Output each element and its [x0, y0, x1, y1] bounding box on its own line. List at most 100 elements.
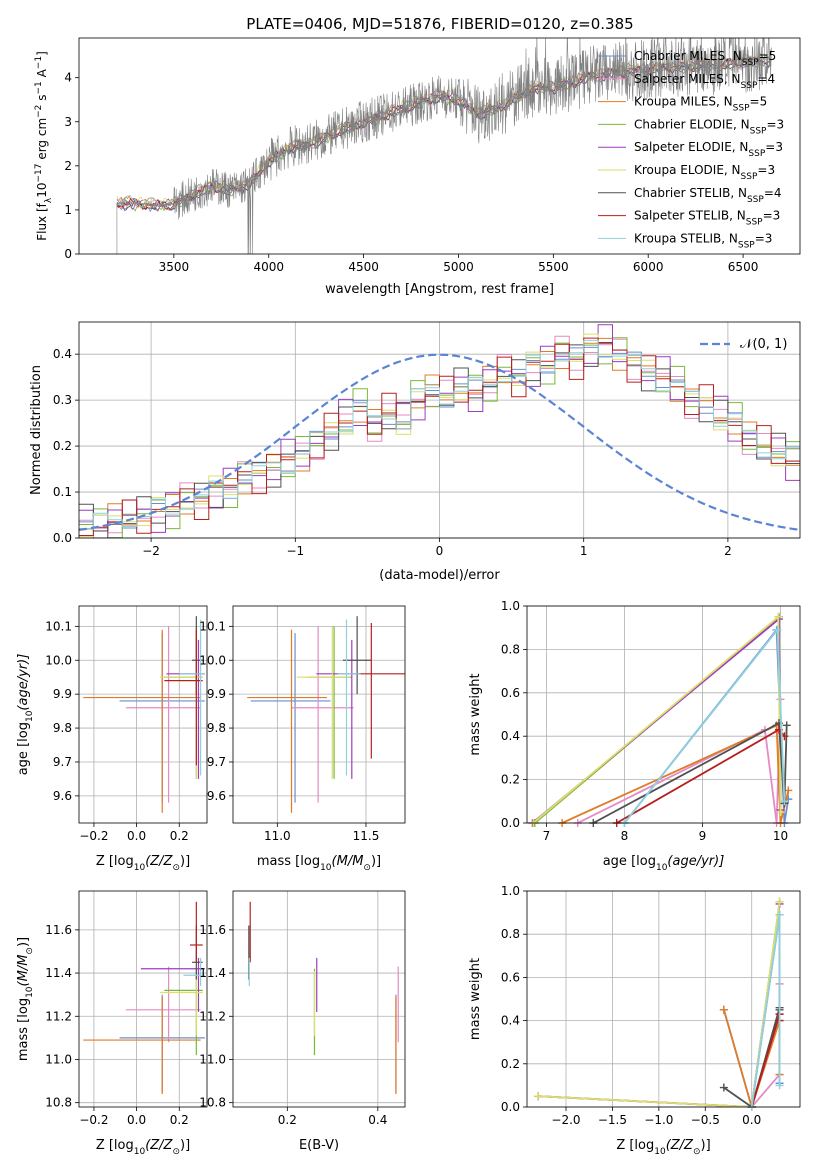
x-tick-label: 1 — [580, 544, 588, 558]
legend-label: 𝒩(0, 1) — [740, 337, 787, 352]
y-tick-label: 0.4 — [501, 1014, 520, 1028]
x-tick-label: 0.0 — [742, 1113, 761, 1127]
weight-marker — [782, 721, 791, 730]
y-tick-label: 11.4 — [45, 966, 72, 980]
x-tick-label: −0.2 — [79, 1113, 108, 1127]
hist-salpeter-elodie-step — [79, 324, 800, 538]
y-tick-label: 1 — [64, 203, 72, 217]
y-tick-label: 1.0 — [501, 599, 520, 613]
weight-salpeter-stelib-line — [750, 1013, 781, 1107]
y-tick-label: 10.1 — [45, 619, 72, 633]
y-tick-label: 9.7 — [53, 755, 72, 769]
y-tick-label: 1.0 — [501, 884, 520, 898]
axes-frame — [78, 321, 801, 539]
x-axis-label: Z [log10(Z/Z⊙)] — [96, 854, 190, 873]
weight-kroupa-elodie-line — [538, 901, 781, 1107]
y-tick-label: 10.0 — [45, 653, 72, 667]
y-tick-label: 10.8 — [199, 1096, 226, 1110]
x-tick-label: 8 — [621, 829, 629, 843]
figure-title: PLATE=0406, MJD=51876, FIBERID=0120, z=0… — [246, 15, 633, 33]
y-tick-label: 0.6 — [501, 686, 520, 700]
y-tick-label: 3 — [64, 115, 72, 129]
y-tick-label: 9.6 — [53, 789, 72, 803]
mass-vs-age-panel: 11.0 11.5 9.6 9.7 9.8 9.9 10.0 10.1 mass [log10(… — [199, 605, 406, 873]
y-axis-label: Flux [fλ10−17 erg cm−2 s−1 A−1] — [34, 51, 54, 241]
hist-salpeter-miles-step — [79, 335, 800, 534]
hist-salpeter-stelib-step — [79, 337, 800, 536]
x-tick-label: 0.0 — [127, 1113, 146, 1127]
x-axis-label: E(B-V) — [299, 1138, 339, 1153]
axes-frame — [78, 890, 208, 1108]
x-tick-label: −0.2 — [79, 829, 108, 843]
weight-marker — [776, 808, 785, 817]
axes-frame — [526, 890, 801, 1108]
y-tick-label: 9.8 — [207, 721, 226, 735]
legend-label: Chabrier MILES, NSSP=5 — [634, 49, 776, 68]
y-axis-label: mass weight — [468, 673, 483, 755]
axes-frame — [232, 890, 406, 1108]
y-tick-label: 4 — [64, 71, 72, 85]
y-tick-label: 0.0 — [501, 816, 520, 830]
x-axis-label: age [log10(age/yr)] — [603, 854, 725, 873]
y-tick-label: 11.0 — [199, 1052, 226, 1066]
x-tick-label: 4000 — [253, 260, 284, 274]
x-axis-label: (data-model)/error — [379, 568, 500, 583]
legend-label: Chabrier STELIB, NSSP=4 — [634, 186, 782, 205]
x-tick-label: 10 — [773, 829, 788, 843]
weight-salpeter-stelib-line — [616, 728, 786, 823]
y-tick-label: 9.8 — [53, 721, 72, 735]
observed-spectrum-line — [116, 38, 772, 254]
weight-marker — [775, 910, 784, 919]
y-tick-label: 0.1 — [53, 485, 72, 499]
y-tick-label: 0.2 — [53, 439, 72, 453]
y-tick-label: 9.9 — [53, 687, 72, 701]
y-tick-label: 10.1 — [199, 619, 226, 633]
y-tick-label: 11.2 — [45, 1009, 72, 1023]
x-axis-label: Z [log10(Z/Z⊙)] — [96, 1138, 190, 1157]
y-tick-label: 0.2 — [501, 773, 520, 787]
y-tick-label: 0.4 — [53, 347, 72, 361]
legend-label: Kroupa MILES, NSSP=5 — [634, 95, 767, 114]
x-axis-label: Z [log10(Z/Z⊙)] — [616, 1138, 710, 1157]
y-axis-label: mass weight — [468, 958, 483, 1040]
x-tick-label: 0.2 — [170, 829, 189, 843]
y-tick-label: 9.7 — [207, 755, 226, 769]
x-tick-label: 4500 — [348, 260, 379, 274]
y-tick-label: 0 — [64, 247, 72, 261]
x-tick-label: −2 — [142, 544, 160, 558]
legend-label: Salpeter STELIB, NSSP=3 — [634, 209, 780, 228]
y-tick-label: 2 — [64, 159, 72, 173]
legend-label: Kroupa ELODIE, NSSP=3 — [634, 163, 775, 182]
z-vs-mass-panel: −0.2 0.0 0.2 10.8 11.0 11.2 11.4 11.6 Z [log10(Z… — [16, 890, 208, 1157]
y-tick-label: 0.3 — [53, 393, 72, 407]
weight-vs-z-panel: −2.0 −1.5 −1.0 −0.5 0.0 0.0 0.2 0.4 0.6 0.8 1.0 Z [… — [468, 884, 801, 1157]
x-tick-label: −1.0 — [644, 1113, 673, 1127]
x-tick-label: 0.0 — [127, 829, 146, 843]
x-tick-label: 2 — [724, 544, 732, 558]
gaussian-reference-curve — [78, 353, 801, 531]
spectrum-panel: 3500 4000 4500 5000 5500 6000 6500 0 1 2 3 4 wavelen… — [34, 37, 801, 297]
weight-marker — [774, 612, 783, 621]
x-tick-label: 11.5 — [353, 829, 380, 843]
x-tick-label: −2.0 — [551, 1113, 580, 1127]
x-tick-label: 6000 — [633, 260, 664, 274]
axes-frame — [78, 605, 208, 824]
weight-marker — [719, 1005, 728, 1014]
weight-marker — [780, 797, 789, 806]
x-tick-label: 5000 — [443, 260, 474, 274]
x-tick-label: −1.5 — [598, 1113, 627, 1127]
hist-chabrier-stelib-step — [79, 342, 800, 532]
y-tick-label: 10.8 — [45, 1096, 72, 1110]
x-tick-label: 0.2 — [170, 1113, 189, 1127]
axes-frame — [78, 37, 801, 255]
hist-kroupa-miles-step — [79, 337, 800, 532]
y-tick-label: 11.6 — [45, 923, 72, 937]
hist-kroupa-elodie-step — [79, 333, 800, 538]
y-tick-label: 0.4 — [501, 729, 520, 743]
x-tick-label: 3500 — [159, 260, 190, 274]
y-tick-label: 0.2 — [501, 1057, 520, 1071]
y-axis-label: Normed distribution — [29, 365, 44, 495]
y-axis-label: mass [log10(M/M⊙)] — [16, 937, 35, 1061]
x-tick-label: 7 — [543, 829, 551, 843]
